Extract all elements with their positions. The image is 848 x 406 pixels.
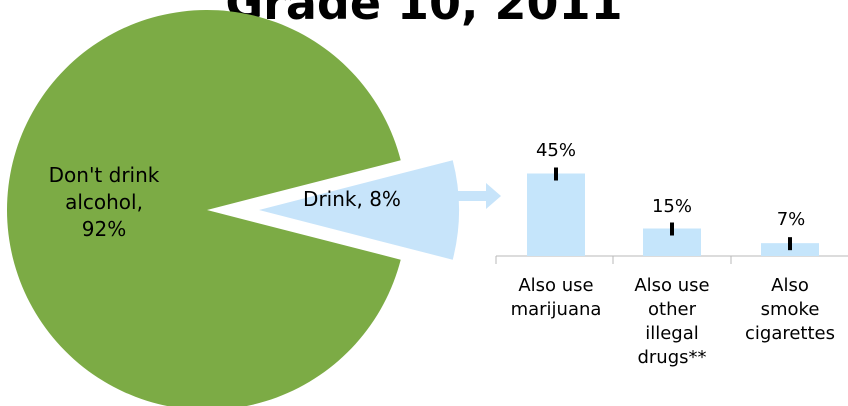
category-label-line: Also use bbox=[634, 275, 710, 296]
bar-value-label-illegal-drugs: 15% bbox=[651, 196, 692, 217]
category-label-line: cigarettes bbox=[745, 323, 835, 344]
error-bar-0 bbox=[554, 167, 558, 181]
category-label-line: other bbox=[648, 299, 696, 320]
category-label-line: marijuana bbox=[510, 299, 602, 320]
pie-label-line: 92% bbox=[81, 217, 127, 241]
pie-chart bbox=[7, 10, 460, 406]
pie-label-drink: Drink, 8% bbox=[303, 187, 401, 211]
category-label-illegal-drugs: Also use other illegal drugs** bbox=[612, 274, 732, 370]
category-label-cigarettes: Also smoke cigarettes bbox=[730, 274, 848, 346]
category-label-line: Also use bbox=[518, 275, 594, 296]
pointer-arrow bbox=[457, 183, 501, 209]
category-label-line: illegal bbox=[645, 323, 699, 344]
pie-slice-dont-drink bbox=[7, 10, 401, 406]
pie-label-dont-drink: Don't drink alcohol, 92% bbox=[18, 162, 190, 243]
error-bar-2 bbox=[788, 237, 792, 251]
error-bar-1 bbox=[670, 222, 674, 236]
pie-label-line: Don't drink bbox=[48, 163, 160, 187]
bar-chart bbox=[495, 167, 848, 264]
bar-value-label-marijuana: 45% bbox=[535, 140, 576, 161]
bar-0 bbox=[527, 173, 585, 256]
category-label-line: Also bbox=[771, 275, 809, 296]
category-label-line: smoke bbox=[760, 299, 820, 320]
category-label-marijuana: Also use marijuana bbox=[496, 274, 616, 322]
pie-slice-drink bbox=[259, 160, 460, 260]
category-label-line: drugs** bbox=[637, 347, 707, 368]
pie-label-line: alcohol, bbox=[65, 190, 143, 214]
bar-value-label-cigarettes: 7% bbox=[776, 209, 806, 230]
chart-title: Grade 10, 2011 bbox=[225, 0, 623, 30]
arrow-shape bbox=[457, 183, 501, 209]
